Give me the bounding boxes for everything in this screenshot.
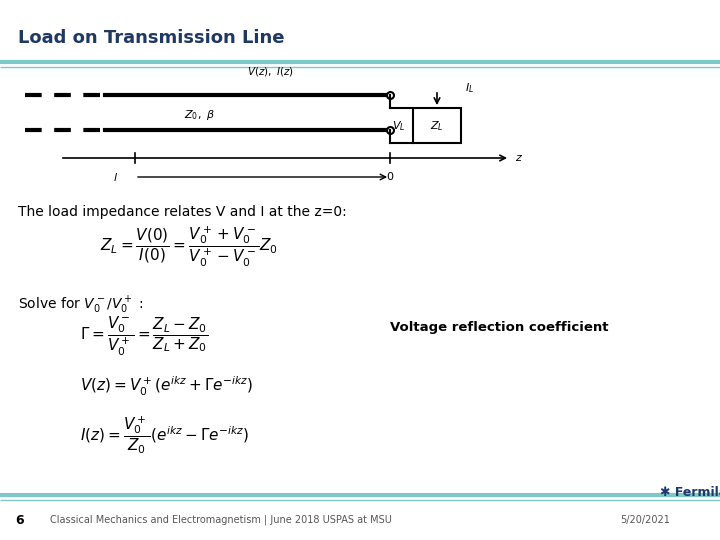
Text: Load on Transmission Line: Load on Transmission Line [18,29,284,47]
Text: 6: 6 [15,514,24,526]
Text: $I_L$: $I_L$ [465,81,474,95]
Text: $Z_L$: $Z_L$ [430,119,444,133]
Text: Voltage reflection coefficient: Voltage reflection coefficient [390,321,608,334]
Text: $V_L$: $V_L$ [392,119,405,133]
Text: $I(z) = \dfrac{V_0^+}{Z_0}\left(e^{ikz} - \Gamma e^{-ikz}\right)$: $I(z) = \dfrac{V_0^+}{Z_0}\left(e^{ikz} … [80,415,250,456]
Text: $0$: $0$ [386,170,394,182]
Text: $Z_L = \dfrac{V(0)}{I(0)} = \dfrac{V_0^+ + V_0^-}{V_0^+ - V_0^-}Z_0$: $Z_L = \dfrac{V(0)}{I(0)} = \dfrac{V_0^+… [100,225,278,269]
Text: The load impedance relates V and I at the z=0:: The load impedance relates V and I at th… [18,205,347,219]
Text: Solve for $V_0^-$/$V_0^+$ :: Solve for $V_0^-$/$V_0^+$ : [18,295,143,316]
Text: $Z_0,\ \beta$: $Z_0,\ \beta$ [184,108,215,122]
Text: 5/20/2021: 5/20/2021 [620,515,670,525]
Text: $V(z) = V_0^+\left(e^{ikz} + \Gamma e^{-ikz}\right)$: $V(z) = V_0^+\left(e^{ikz} + \Gamma e^{-… [80,375,253,398]
Bar [413,108,461,143]
Text: $z$: $z$ [515,153,523,163]
Text: $\Gamma = \dfrac{V_0^-}{V_0^+} = \dfrac{Z_L - Z_0}{Z_L + Z_0}$: $\Gamma = \dfrac{V_0^-}{V_0^+} = \dfrac{… [80,315,208,358]
Text: Classical Mechanics and Electromagnetism | June 2018 USPAS at MSU: Classical Mechanics and Electromagnetism… [50,515,392,525]
Text: $l$: $l$ [113,171,118,183]
Text: ✱ Fermilab: ✱ Fermilab [660,485,720,498]
Text: $V(z),\ I(z)$: $V(z),\ I(z)$ [246,65,294,78]
